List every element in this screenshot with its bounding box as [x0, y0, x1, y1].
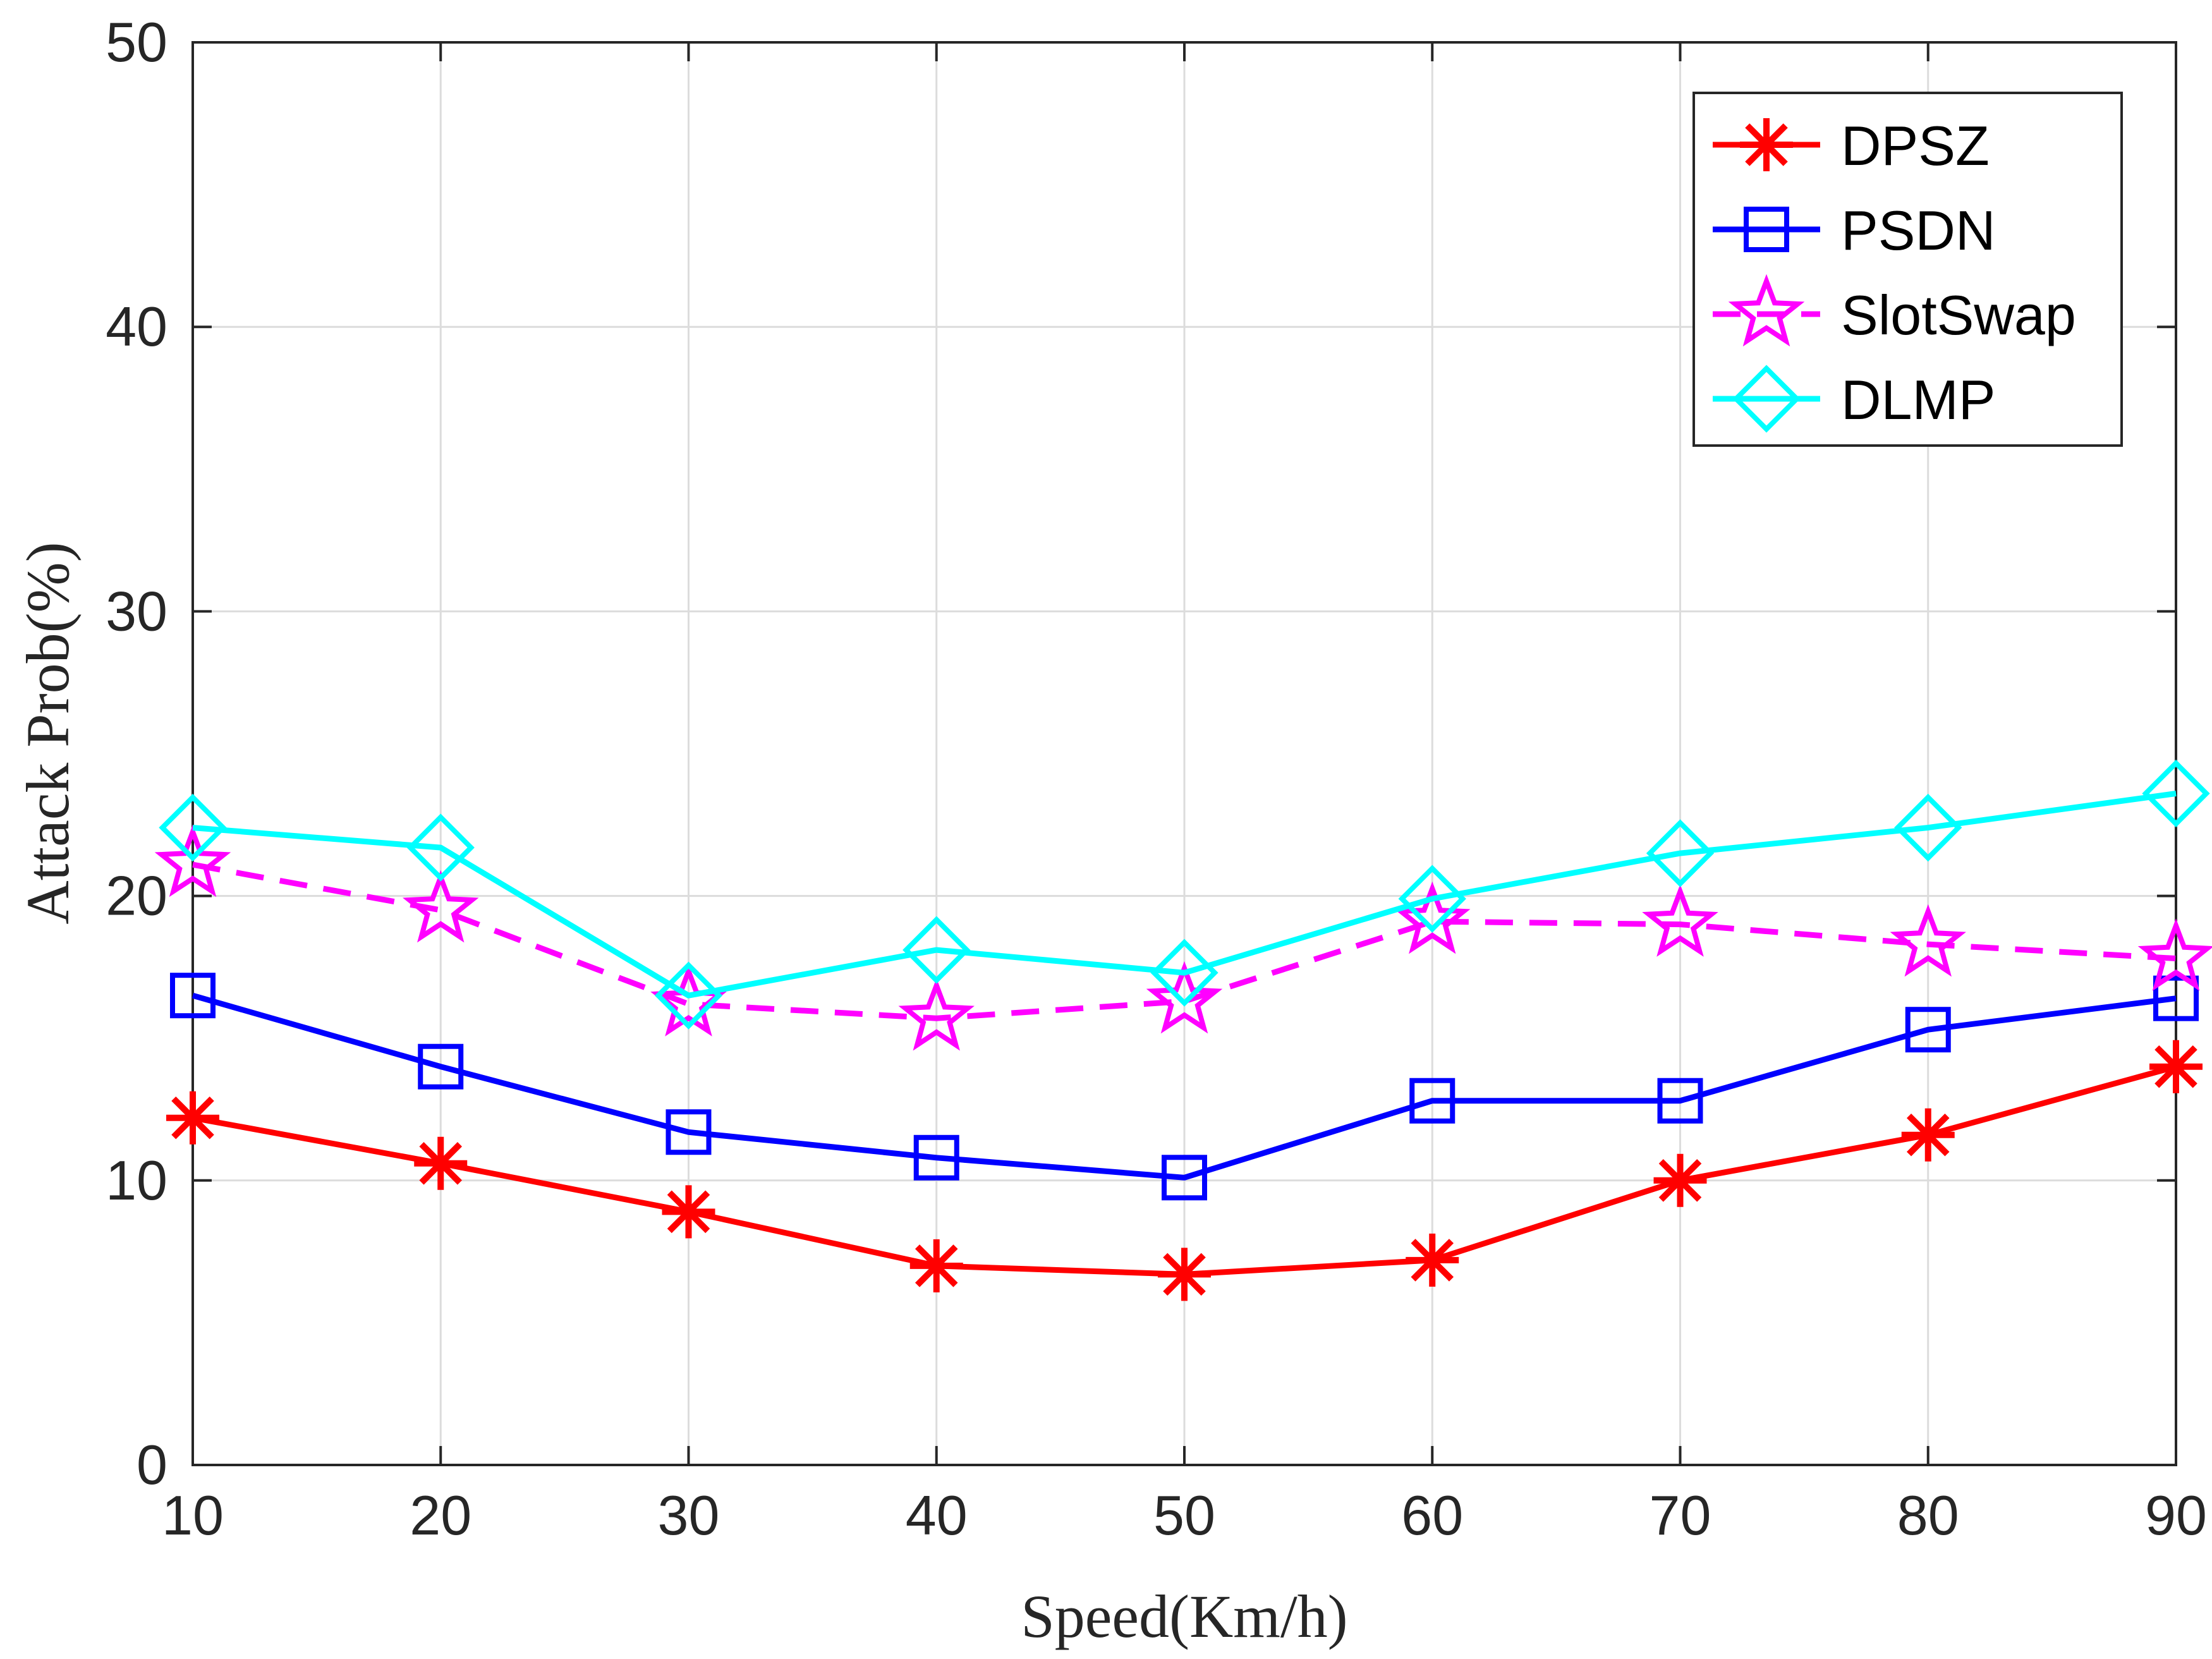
legend-marker: [1740, 118, 1793, 171]
series-line: [192, 791, 2177, 999]
data-point-marker: [1394, 881, 1471, 954]
data-point-marker: [909, 1239, 963, 1292]
x-tick-label: 90: [2145, 1484, 2207, 1547]
data-point-marker: [170, 973, 216, 1019]
x-tick-label: 40: [906, 1484, 968, 1547]
data-point-marker: [1162, 1155, 1207, 1201]
y-tick-label: 10: [106, 1149, 167, 1212]
y-tick-label: 50: [106, 11, 167, 73]
data-point-marker: [898, 978, 975, 1051]
data-point-marker: [665, 1109, 712, 1155]
x-tick-label: 80: [1897, 1484, 1959, 1547]
legend-marker: [1732, 365, 1801, 433]
legend-entry: DPSZ: [1713, 114, 1990, 177]
data-point-marker: [414, 1136, 468, 1190]
data-point-marker: [159, 793, 227, 862]
data-point-marker: [406, 813, 475, 882]
legend-marker: [1728, 274, 1805, 347]
data-point-marker: [2153, 975, 2199, 1021]
legend: DPSZ PSDN SlotSwap DLMP: [1692, 92, 2123, 447]
legend-label: PSDN: [1841, 199, 1996, 262]
data-point-marker: [654, 961, 723, 1030]
data-point-marker: [913, 1134, 959, 1181]
data-point-marker: [1642, 884, 1718, 957]
data-point-marker: [154, 824, 231, 897]
data-point-marker: [1406, 1233, 1459, 1287]
data-point-marker: [1894, 793, 1962, 862]
legend-label: DLMP: [1841, 368, 1996, 431]
data-point-marker: [1150, 939, 1218, 1007]
data-point-marker: [1890, 904, 1966, 977]
series-line: [191, 992, 2177, 1181]
legend-marker: [1744, 207, 1789, 252]
data-point-marker: [1901, 1108, 1955, 1162]
x-tick-label: 30: [658, 1484, 720, 1547]
data-point-marker: [1409, 1078, 1455, 1124]
y-tick-label: 0: [137, 1433, 167, 1496]
data-point-marker: [2142, 759, 2210, 828]
data-point-marker: [166, 1091, 219, 1145]
series-slotswap: [154, 824, 2212, 1051]
data-point-marker: [1657, 1078, 1703, 1124]
x-tick-label: 20: [410, 1484, 471, 1547]
data-point-marker: [662, 1185, 715, 1239]
legend-entry: SlotSwap: [1713, 274, 2076, 347]
series-dpsz: [166, 1040, 2203, 1301]
data-point-marker: [418, 1043, 464, 1090]
y-axis-title: Attack Prob(%): [14, 542, 82, 924]
x-tick-label: 60: [1401, 1484, 1463, 1547]
series-dlmp: [159, 759, 2210, 1030]
legend-entry: DLMP: [1713, 365, 1996, 433]
x-tick-label: 50: [1153, 1484, 1215, 1547]
y-tick-label: 20: [106, 865, 167, 927]
legend-label: DPSZ: [1841, 114, 1990, 177]
series-line: [192, 861, 2177, 1021]
legend-entry: PSDN: [1713, 199, 1996, 262]
x-axis-title: Speed(Km/h): [1021, 1583, 1347, 1650]
series-lines: [154, 759, 2212, 1301]
data-point-marker: [1158, 1248, 1211, 1301]
y-tick-label: 40: [106, 295, 167, 358]
data-point-marker: [2137, 918, 2212, 991]
data-point-marker: [1653, 1153, 1707, 1207]
y-tick-label: 30: [106, 580, 167, 642]
data-point-marker: [1398, 865, 1466, 933]
series-psdn: [170, 973, 2199, 1201]
data-point-marker: [902, 916, 971, 984]
data-point-marker: [1146, 961, 1223, 1034]
data-point-marker: [1646, 819, 1715, 887]
data-point-marker: [1905, 1007, 1951, 1053]
data-point-marker: [2149, 1040, 2203, 1093]
x-tick-label: 10: [162, 1484, 224, 1547]
x-tick-label: 70: [1650, 1484, 1711, 1547]
data-point-marker: [403, 870, 479, 943]
legend-label: SlotSwap: [1841, 284, 2076, 346]
